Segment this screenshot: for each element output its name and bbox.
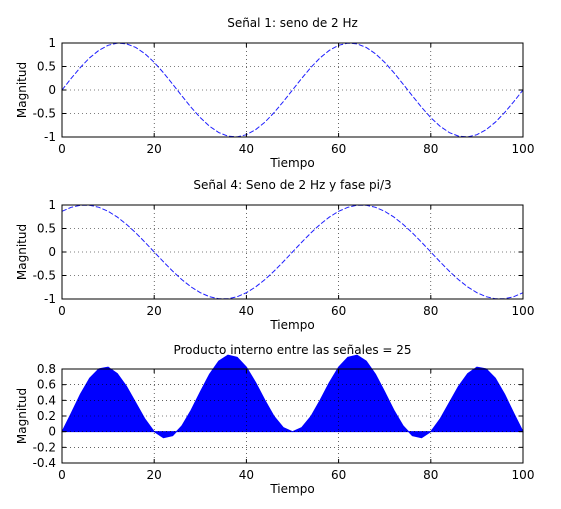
x-tick-label: 60 — [331, 468, 346, 482]
y-tick-label: 0.4 — [37, 393, 56, 407]
y-tick-label: 0 — [48, 245, 56, 259]
x-tick-label: 20 — [147, 142, 162, 156]
x-tick-label: 0 — [58, 468, 66, 482]
line-series — [61, 204, 524, 300]
x-tick-label: 0 — [58, 142, 66, 156]
y-axis-label: Magnitud — [15, 62, 29, 118]
y-tick-label: -0.2 — [33, 440, 56, 454]
y-tick-label: 1 — [48, 36, 56, 50]
chart-title: Señal 1: seno de 2 Hz — [227, 16, 358, 30]
x-tick-label: 80 — [423, 304, 438, 318]
x-tick-label: 100 — [512, 468, 535, 482]
chart-title: Señal 4: Seno de 2 Hz y fase pi/3 — [193, 178, 391, 192]
y-tick-label: 0.5 — [37, 222, 56, 236]
x-tick-label: 100 — [512, 304, 535, 318]
y-axis-label: Magnitud — [15, 388, 29, 444]
y-tick-label: 0.8 — [37, 362, 56, 376]
x-tick-label: 80 — [423, 468, 438, 482]
x-tick-label: 100 — [512, 142, 535, 156]
x-tick-label: 20 — [147, 468, 162, 482]
chart-panel-1: 0 20 40 60 80 100 -1 -0.5 0 0.5 1 Señal 1: seno de … — [15, 16, 534, 170]
chart-title: Producto interno entre las señales = 25 — [173, 343, 411, 357]
x-tick-label: 40 — [239, 142, 254, 156]
y-tick-label: 0.6 — [37, 378, 56, 392]
x-tick-label: 60 — [331, 142, 346, 156]
y-tick-label: -1 — [44, 292, 56, 306]
y-tick-label: -1 — [44, 130, 56, 144]
x-axis-label: Tiempo — [269, 318, 314, 332]
x-axis-label: Tiempo — [269, 482, 314, 496]
x-tick-label: 0 — [58, 304, 66, 318]
plot-area — [62, 43, 523, 137]
area-series — [61, 354, 524, 439]
chart-panel-2: 0 20 40 60 80 100 -1 -0.5 0 0.5 1 Señal 4: Seno de … — [15, 178, 534, 332]
y-tick-label: 0 — [48, 83, 56, 97]
y-tick-label: 0 — [48, 425, 56, 439]
y-tick-label: 1 — [48, 198, 56, 212]
y-tick-label: -0.5 — [33, 107, 56, 121]
x-tick-label: 60 — [331, 304, 346, 318]
y-tick-label: 0.2 — [37, 409, 56, 423]
y-tick-label: -0.5 — [33, 269, 56, 283]
chart-panel-3: 0 20 40 60 80 100 -0.4 -0.20 0.2 0.40.6 0.8 Product… — [15, 343, 534, 496]
x-tick-label: 20 — [147, 304, 162, 318]
x-tick-label: 80 — [423, 142, 438, 156]
x-axis-label: Tiempo — [269, 156, 314, 170]
x-tick-label: 40 — [239, 468, 254, 482]
x-tick-label: 40 — [239, 304, 254, 318]
y-tick-label: 0.5 — [37, 60, 56, 74]
y-axis-label: Magnitud — [15, 224, 29, 280]
y-tick-label: -0.4 — [33, 456, 56, 470]
line-series — [61, 42, 524, 138]
